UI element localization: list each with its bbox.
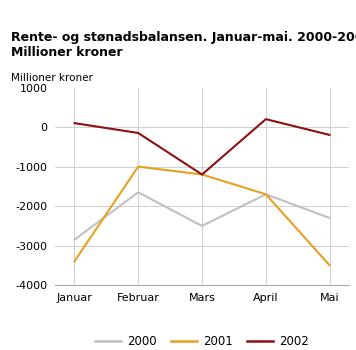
Text: Millioner kroner: Millioner kroner: [11, 73, 93, 83]
Text: Rente- og stønadsbalansen. Januar-mai. 2000-2002.
Millioner kroner: Rente- og stønadsbalansen. Januar-mai. 2…: [11, 32, 356, 60]
Legend: 2000, 2001, 2002: 2000, 2001, 2002: [91, 331, 313, 350]
